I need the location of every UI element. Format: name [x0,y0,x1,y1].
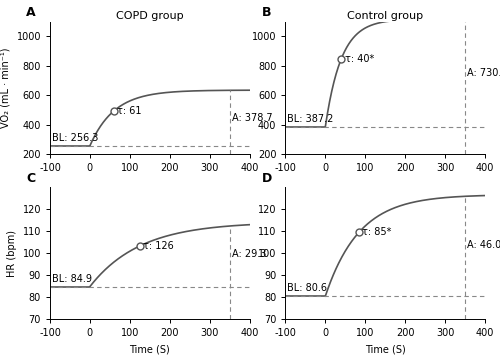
Text: BL: 256.3: BL: 256.3 [52,133,98,143]
Text: A: 730.5: A: 730.5 [467,68,500,78]
X-axis label: Time (S): Time (S) [365,344,406,354]
Text: A: 29.3: A: 29.3 [232,249,266,259]
Title: Control group: Control group [347,11,424,21]
Y-axis label: VO₂ (mL · min⁻¹): VO₂ (mL · min⁻¹) [1,48,11,128]
Text: τ: 40*: τ: 40* [344,54,374,64]
Title: COPD group: COPD group [116,11,184,21]
Text: BL: 84.9: BL: 84.9 [52,274,92,284]
Text: τ: 85*: τ: 85* [362,227,392,237]
Text: BL: 80.6: BL: 80.6 [288,284,328,293]
Text: C: C [26,171,35,184]
Text: A: 378.7: A: 378.7 [232,113,272,123]
Text: τ: 126: τ: 126 [144,241,174,251]
Text: τ: 61: τ: 61 [118,106,142,115]
Text: BL: 387.2: BL: 387.2 [288,114,334,124]
Text: B: B [262,6,271,19]
Text: A: 46.0*: A: 46.0* [467,240,500,250]
Y-axis label: HR (bpm): HR (bpm) [7,230,17,277]
Text: D: D [262,171,272,184]
X-axis label: Time (S): Time (S) [130,344,170,354]
Text: A: A [26,6,36,19]
